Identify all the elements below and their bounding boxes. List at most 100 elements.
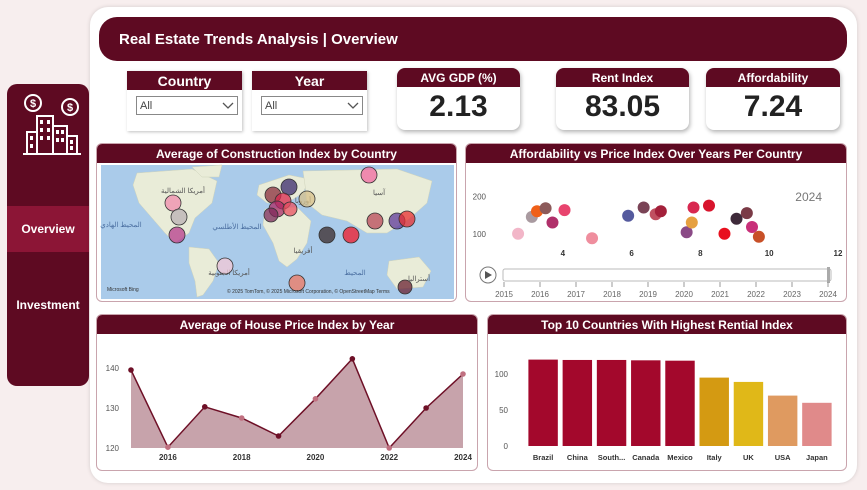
country-slicer: Country All	[127, 71, 242, 131]
x-tick-label: UK	[743, 453, 754, 462]
country-dropdown[interactable]: All	[136, 96, 238, 115]
scatter-point[interactable]	[654, 205, 667, 218]
data-point[interactable]	[312, 396, 319, 402]
bar-chart: 0 50 100 Brazil China South... Canada Mexico Ita…	[495, 359, 832, 462]
map-bubble[interactable]	[318, 226, 336, 244]
data-point[interactable]	[423, 405, 429, 411]
scatter-point[interactable]	[718, 227, 731, 240]
map-bubble[interactable]	[397, 279, 413, 295]
map-bubble[interactable]	[360, 166, 378, 184]
map-bubble[interactable]	[298, 190, 316, 208]
data-point[interactable]	[460, 371, 466, 377]
y-tick-label: 0	[504, 442, 509, 451]
y-tick-label: 100	[495, 370, 509, 379]
scatter-point[interactable]	[539, 202, 552, 215]
bar[interactable]	[596, 359, 627, 446]
y-tick-label: 140	[106, 364, 120, 373]
building-logo-icon: $ $	[23, 94, 81, 155]
bar[interactable]	[562, 359, 593, 446]
scatter-year-label: 2024	[795, 190, 822, 204]
kpi-value: 83.05	[584, 90, 661, 123]
scatter-chart: 2024 2015 2016 2017 2018 2019 2020 2021 2022 202…	[473, 190, 843, 299]
map-bubble[interactable]	[288, 274, 306, 292]
scatter-point[interactable]	[680, 226, 693, 239]
data-point[interactable]	[238, 415, 245, 421]
map-bubble[interactable]	[342, 226, 360, 244]
scatter-point[interactable]	[740, 207, 753, 220]
year-dropdown[interactable]: All	[261, 96, 363, 115]
data-point[interactable]	[165, 444, 171, 450]
scatter-point[interactable]	[746, 221, 758, 233]
x-tick-label: 4	[561, 249, 566, 258]
bar[interactable]	[631, 360, 661, 446]
timeline-year-label: 2022	[747, 290, 765, 299]
x-tick-label: 2018	[233, 453, 251, 462]
country-slicer-label: Country	[127, 71, 242, 90]
y-tick-label: 100	[473, 230, 487, 239]
map-bubble[interactable]	[366, 212, 384, 230]
map-title: Average of Construction Index by Country	[97, 144, 456, 163]
timeline-year-label: 2017	[567, 290, 585, 299]
data-point[interactable]	[201, 404, 208, 410]
scatter-point[interactable]	[558, 204, 571, 217]
scatter-point[interactable]	[730, 212, 743, 225]
bar[interactable]	[528, 359, 558, 446]
timeline-year-label: 2021	[711, 290, 729, 299]
x-tick-label: China	[567, 453, 589, 462]
bar[interactable]	[767, 395, 798, 446]
data-point[interactable]	[128, 367, 134, 373]
map-label: أفريقيا	[294, 245, 313, 255]
sidebar: $ $ Overview Investment	[7, 84, 89, 386]
timeline-handle[interactable]	[827, 267, 830, 283]
x-tick-label: Japan	[806, 453, 828, 462]
map-bubble[interactable]	[164, 194, 182, 212]
kpi-avg-gdp: AVG GDP (%) 2.13	[397, 68, 520, 130]
scatter-title: Affordability vs Price Index Over Years …	[466, 144, 846, 163]
x-tick-label: 2024	[454, 453, 472, 462]
data-point[interactable]	[349, 356, 356, 362]
scatter-point[interactable]	[637, 201, 650, 214]
chevron-down-icon	[347, 102, 359, 109]
y-tick-label: 130	[106, 404, 120, 413]
x-tick-label: South...	[598, 453, 626, 462]
scatter-point[interactable]	[685, 216, 698, 229]
kpi-label: Rent Index	[556, 68, 689, 87]
play-button[interactable]	[479, 266, 497, 284]
map-bubble[interactable]	[398, 210, 416, 228]
map-bubble[interactable]	[280, 178, 298, 196]
kpi-label: AVG GDP (%)	[397, 68, 520, 87]
area-chart: 120 130 140 2016 2018 2020 2022 2024	[106, 356, 472, 462]
scatter-point[interactable]	[622, 209, 635, 222]
bar[interactable]	[665, 360, 695, 446]
map-bubble[interactable]	[282, 201, 298, 217]
svg-text:$: $	[67, 102, 73, 114]
nav-investment[interactable]: Investment	[16, 298, 80, 312]
scatter-point[interactable]	[586, 232, 599, 245]
map-label: أستراليا	[408, 273, 430, 283]
bar[interactable]	[802, 402, 832, 446]
chevron-down-icon	[222, 102, 234, 109]
bar[interactable]	[733, 381, 764, 446]
bar[interactable]	[699, 377, 729, 446]
nav-overview[interactable]: Overview	[7, 206, 89, 252]
map-label: المحيط الأطلسي	[212, 221, 261, 231]
scatter-point[interactable]	[546, 216, 559, 229]
scatter-point[interactable]	[512, 227, 525, 240]
country-dropdown-value: All	[140, 99, 153, 112]
map-bubble[interactable]	[216, 257, 234, 275]
data-point[interactable]	[275, 433, 282, 439]
timeline-slider[interactable]	[502, 268, 832, 282]
map-bubble[interactable]	[168, 226, 186, 244]
map-label: أمريكا الشمالية	[161, 185, 205, 195]
scatter-point[interactable]	[752, 230, 765, 243]
scatter-point[interactable]	[703, 199, 715, 212]
map-bubble[interactable]	[170, 208, 188, 226]
map-bubble[interactable]	[263, 207, 279, 223]
scatter-point[interactable]	[687, 201, 700, 214]
world-map[interactable]: أمريكا الشمالية المحيط الهادي المحيط الأ…	[97, 163, 457, 302]
year-slicer: Year All	[252, 71, 367, 131]
kpi-value: 2.13	[429, 90, 488, 123]
data-point[interactable]	[386, 445, 393, 451]
page-title: Real Estate Trends Analysis | Overview	[99, 17, 847, 61]
map-attribution[interactable]: © 2025 TomTom, © 2025 Microsoft Corporat…	[227, 288, 390, 295]
